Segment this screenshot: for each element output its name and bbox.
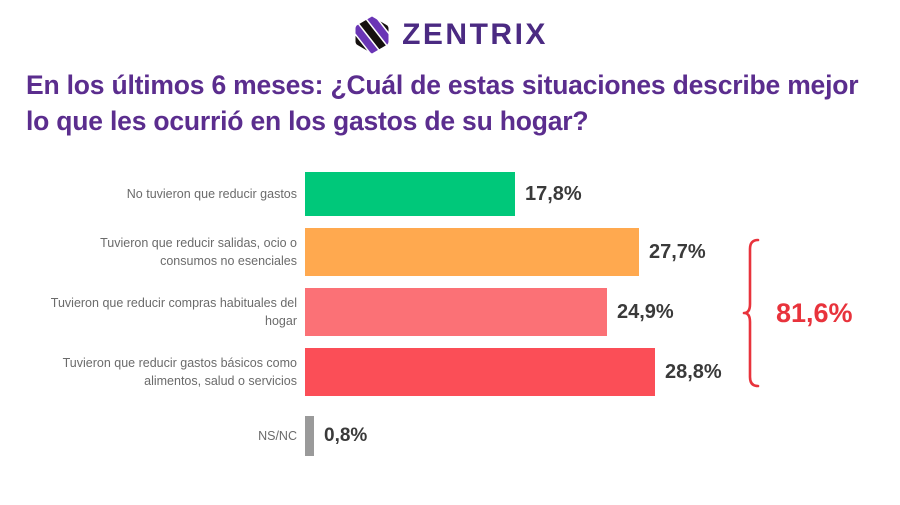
bar-fill (305, 416, 314, 456)
brand-header: ZENTRIX (0, 12, 900, 58)
bar-row: Tuvieron que reducir salidas, ocio o con… (0, 228, 900, 276)
bar-track: 17,8% (305, 172, 900, 216)
brand-name: ZENTRIX (402, 18, 548, 51)
bar-value-label: 17,8% (525, 182, 582, 205)
bar-row: Tuvieron que reducir gastos básicos como… (0, 348, 900, 396)
bar-track: 0,8% (305, 416, 900, 456)
curly-brace-icon (742, 238, 760, 388)
bar-value-label: 0,8% (324, 425, 368, 446)
bar-row: Tuvieron que reducir compras habituales … (0, 288, 900, 336)
bar-category-label: NS/NC (258, 428, 297, 443)
bar-fill (305, 228, 639, 276)
bar-fill (305, 288, 607, 336)
total-annotation: 81,6% (742, 238, 892, 388)
bar-category-label: No tuvieron que reducir gastos (126, 186, 297, 201)
bar-row: No tuvieron que reducir gastos 17,8% (0, 172, 900, 216)
bar-track: 24,9% (305, 288, 900, 336)
total-value-label: 81,6% (776, 297, 853, 328)
bar-fill (305, 348, 655, 396)
bar-value-label: 27,7% (649, 240, 706, 263)
bar-row: NS/NC 0,8% (0, 416, 900, 456)
bar-category-label: Tuvieron que reducir salidas, ocio o con… (100, 235, 297, 268)
bar-value-label: 28,8% (665, 360, 722, 383)
bar-category-label: Tuvieron que reducir gastos básicos como… (62, 355, 297, 388)
bar-fill (305, 172, 515, 216)
bar-value-label: 24,9% (617, 300, 674, 323)
page-title: En los últimos 6 meses: ¿Cuál de estas s… (26, 70, 859, 136)
zentrix-hexagon-stripes-logo (355, 16, 389, 54)
bar-track: 27,7% (305, 228, 900, 276)
horizontal-bar-chart: No tuvieron que reducir gastos 17,8% Tuv… (0, 168, 900, 468)
bar-category-label: Tuvieron que reducir compras habituales … (50, 295, 297, 328)
bar-track: 28,8% (305, 348, 900, 396)
